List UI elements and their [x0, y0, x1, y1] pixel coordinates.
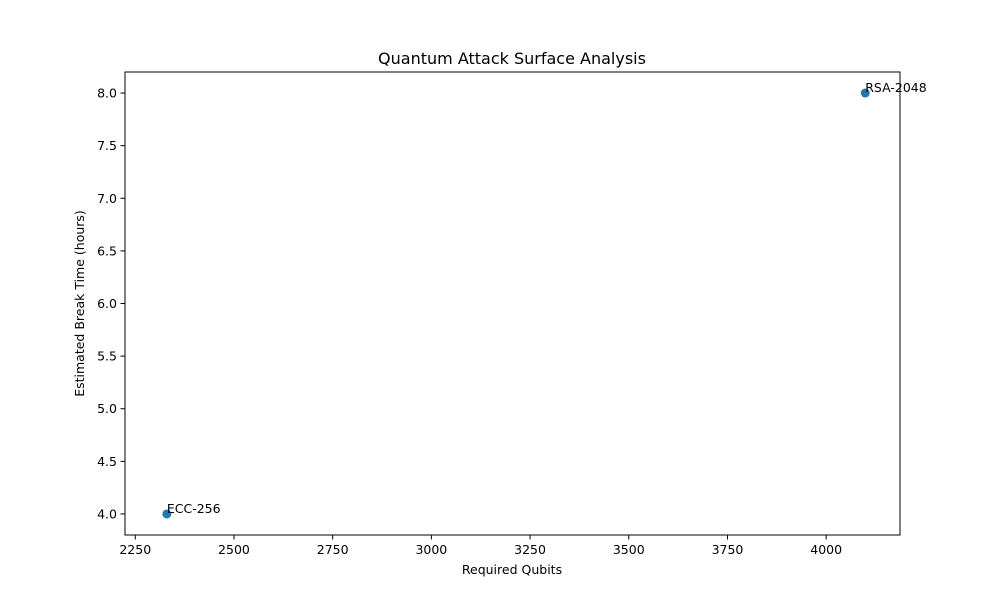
y-tick-label-7: 7.5 [97, 138, 117, 153]
plot-area: RSA-2048 ECC-256 [162, 80, 927, 519]
x-tick-label-1: 2500 [218, 542, 250, 557]
x-tick-label-3: 3000 [415, 542, 447, 557]
y-tick-label-8: 8.0 [97, 86, 117, 101]
x-tick-label-0: 2250 [119, 542, 151, 557]
x-tick-label-4: 3250 [514, 542, 546, 557]
y-tick-label-0: 4.0 [97, 506, 117, 521]
plot-frame [124, 71, 901, 536]
data-point-label-1: ECC-256 [167, 501, 221, 516]
y-tick-label-4: 6.0 [97, 296, 117, 311]
y-tick-label-6: 7.0 [97, 191, 117, 206]
y-axis-label: Estimated Break Time (hours) [72, 210, 87, 397]
x-axis-label: Required Qubits [462, 562, 562, 577]
y-tick-label-1: 4.5 [97, 454, 117, 469]
data-point-label-0: RSA-2048 [865, 80, 926, 95]
data-point-0 [860, 88, 870, 98]
x-tick-label-6: 3750 [712, 542, 744, 557]
y-tick-label-5: 6.5 [97, 243, 117, 258]
data-point-1 [162, 509, 172, 519]
y-tick-label-2: 5.0 [97, 401, 117, 416]
x-tick-label-7: 4000 [810, 542, 842, 557]
x-tick-label-5: 3500 [613, 542, 645, 557]
x-tick-label-2: 2750 [317, 542, 349, 557]
chart-title: Quantum Attack Surface Analysis [378, 49, 646, 68]
y-tick-label-3: 5.5 [97, 349, 117, 364]
